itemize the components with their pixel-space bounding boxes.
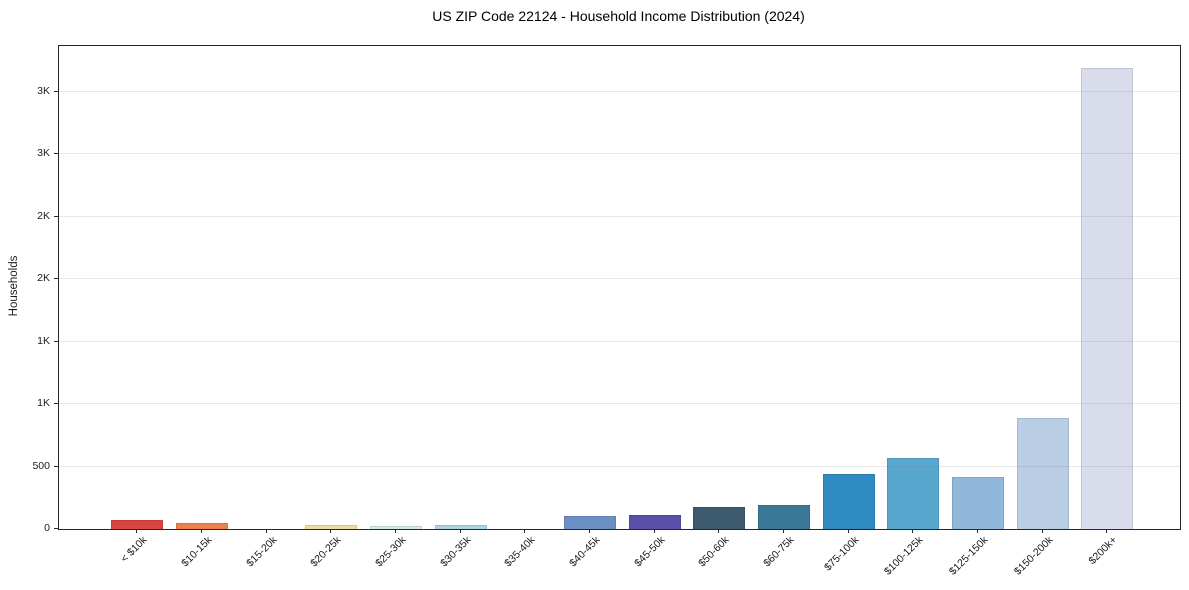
bar	[175, 523, 228, 529]
y-tick-label: 1K	[37, 397, 50, 409]
bar	[369, 525, 422, 529]
x-tick-label: $40-45k	[567, 534, 603, 570]
x-tick-label: $15-20k	[243, 534, 280, 570]
x-tick-mark	[718, 529, 720, 533]
x-tick-label: $10-15k	[179, 534, 215, 570]
gridline	[59, 278, 1180, 279]
bar	[887, 457, 940, 529]
y-tick-label: 0	[44, 522, 50, 534]
bar	[822, 474, 875, 529]
x-tick-mark	[912, 529, 914, 533]
y-tick-mark	[54, 403, 58, 404]
x-tick-mark	[136, 529, 138, 533]
x-tick-label: $30-35k	[437, 534, 474, 570]
x-tick-mark	[524, 529, 526, 533]
x-tick-label: $45-50k	[631, 534, 668, 570]
gridline	[59, 90, 1180, 92]
x-tick-mark	[588, 529, 590, 533]
gridline	[59, 215, 1180, 217]
x-tick-mark	[1041, 529, 1043, 533]
x-tick-mark	[1106, 529, 1108, 533]
x-tick-mark	[976, 529, 978, 533]
gridline	[59, 153, 1180, 154]
y-tick-mark	[54, 340, 58, 342]
bar	[111, 519, 164, 529]
x-tick-mark	[782, 529, 784, 533]
bar	[628, 514, 681, 529]
bar	[305, 525, 358, 529]
y-tick-label: 1K	[37, 334, 50, 347]
bar	[1016, 418, 1069, 529]
x-tick-mark	[394, 529, 396, 533]
bar	[1081, 67, 1134, 529]
gridline	[59, 403, 1180, 404]
x-tick-label: $60-75k	[761, 534, 797, 570]
y-axis-label: Households	[8, 255, 20, 317]
x-tick-label: $25-30k	[373, 534, 409, 570]
x-tick-label: $100-125k	[882, 534, 926, 578]
y-tick-label: 3K	[37, 84, 50, 97]
y-tick-mark	[54, 465, 58, 467]
x-tick-label: $75-100k	[821, 534, 862, 574]
gridline	[59, 340, 1180, 342]
bar	[693, 506, 746, 529]
bar	[757, 505, 810, 529]
x-tick-label: $200k+	[1086, 534, 1120, 568]
y-tick-label: 3K	[37, 147, 50, 159]
x-tick-mark	[330, 529, 332, 533]
y-tick-mark	[54, 278, 58, 279]
plot-area	[58, 45, 1181, 530]
x-tick-mark	[847, 529, 849, 533]
x-tick-label: $50-60k	[696, 534, 732, 570]
x-tick-label: $35-40k	[502, 534, 538, 570]
x-tick-mark	[265, 529, 267, 533]
x-tick-label: $125-150k	[946, 534, 991, 578]
bar	[563, 515, 616, 529]
bar	[434, 524, 487, 529]
gridline	[59, 465, 1180, 467]
y-tick-label: 2K	[37, 209, 50, 222]
chart-title: US ZIP Code 22124 - Household Income Dis…	[432, 8, 805, 24]
x-tick-label: $150-200k	[1011, 534, 1056, 578]
y-tick-mark	[54, 153, 58, 154]
x-tick-label: < $10k	[118, 534, 150, 565]
y-tick-label: 500	[32, 459, 50, 472]
y-tick-label: 2K	[37, 272, 50, 284]
x-tick-mark	[200, 529, 202, 533]
y-tick-mark	[54, 215, 58, 217]
y-tick-mark	[54, 90, 58, 92]
y-tick-mark	[54, 528, 58, 529]
x-tick-mark	[653, 529, 655, 533]
x-tick-label: $20-25k	[308, 534, 344, 570]
x-tick-mark	[459, 529, 461, 533]
bar	[951, 477, 1004, 529]
